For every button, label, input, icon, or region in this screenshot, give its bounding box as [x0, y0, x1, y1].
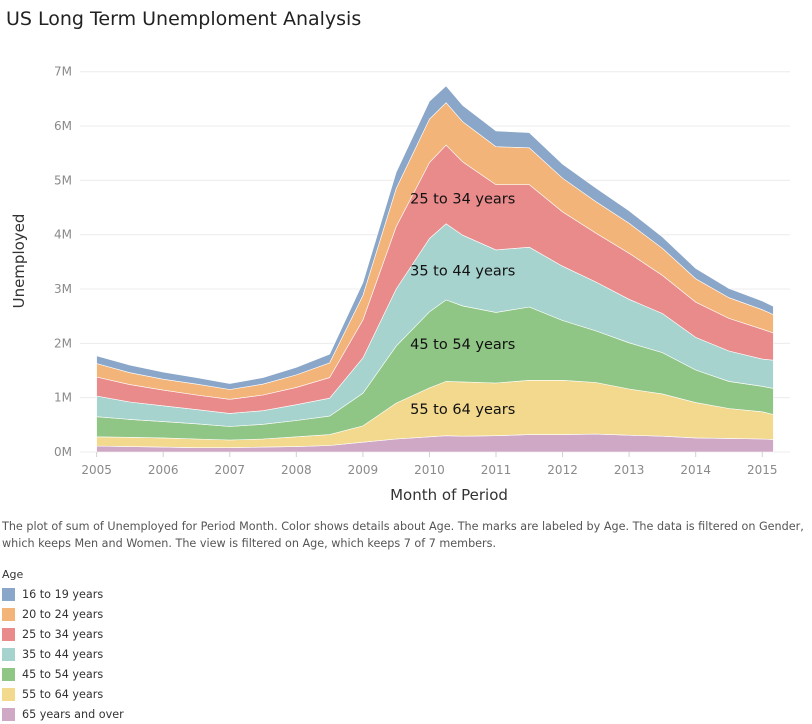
area-label: 25 to 34 years — [410, 192, 515, 208]
x-tick-label: 2012 — [547, 463, 578, 477]
y-axis-ticks: 0M 1M 2M 3M 4M 5M 6M 7M — [54, 65, 72, 459]
x-tick-label: 2014 — [680, 463, 711, 477]
stacked-areas — [96, 85, 774, 453]
x-tick-label: 2013 — [614, 463, 645, 477]
legend-label: 45 to 54 years — [22, 667, 104, 681]
y-tick-label: 0M — [54, 445, 72, 459]
legend-swatch — [2, 687, 15, 701]
y-tick-label: 1M — [54, 391, 72, 405]
x-tick-label: 2008 — [281, 463, 312, 477]
chart-title: US Long Term Unemploment Analysis — [6, 8, 362, 30]
legend-swatch — [2, 627, 15, 641]
x-tick-label: 2006 — [148, 463, 179, 477]
y-axis-title: Unemployed — [10, 214, 28, 309]
x-tick-label: 2007 — [214, 463, 245, 477]
legend-item[interactable]: 20 to 24 years — [2, 604, 124, 624]
y-tick-label: 2M — [54, 336, 72, 350]
legend-label: 55 to 64 years — [22, 687, 104, 701]
area-chart: 25 to 34 years 35 to 44 years 45 to 54 yea… — [10, 65, 790, 504]
y-tick-label: 7M — [54, 65, 72, 79]
legend-swatch — [2, 647, 15, 661]
legend-item[interactable]: 45 to 54 years — [2, 664, 124, 684]
legend-swatch — [2, 587, 15, 601]
color-legend: Age 16 to 19 years 20 to 24 years 25 to 34… — [2, 568, 124, 724]
area-label: 55 to 64 years — [410, 402, 515, 418]
legend-title: Age — [2, 568, 24, 581]
legend-swatch — [2, 707, 15, 721]
y-tick-label: 4M — [54, 228, 72, 242]
legend-item[interactable]: 35 to 44 years — [2, 644, 124, 664]
area-series[interactable] — [96, 85, 774, 390]
x-tick-label: 2010 — [414, 463, 445, 477]
x-tick-label: 2015 — [747, 463, 778, 477]
legend-swatch — [2, 607, 15, 621]
area-label: 35 to 44 years — [410, 264, 515, 280]
y-tick-label: 5M — [54, 173, 72, 187]
area-labels: 25 to 34 years 35 to 44 years 45 to 54 yea… — [410, 192, 515, 419]
legend-item[interactable]: 65 years and over — [2, 704, 124, 724]
legend-label: 25 to 34 years — [22, 627, 104, 641]
legend-label: 20 to 24 years — [22, 607, 104, 621]
legend-items: 16 to 19 years 20 to 24 years 25 to 34 yea… — [2, 584, 124, 724]
chart-caption: The plot of sum of Unemployed for Period… — [2, 520, 804, 550]
x-tick-label: 2009 — [348, 463, 379, 477]
legend-label: 65 years and over — [22, 707, 124, 721]
legend-item[interactable]: 25 to 34 years — [2, 624, 124, 644]
area-label: 45 to 54 years — [410, 337, 515, 353]
y-tick-label: 6M — [54, 119, 72, 133]
legend-item[interactable]: 55 to 64 years — [2, 684, 124, 704]
x-axis-title: Month of Period — [390, 486, 508, 504]
y-tick-label: 3M — [54, 282, 72, 296]
x-tick-label: 2011 — [481, 463, 512, 477]
legend-swatch — [2, 667, 15, 681]
legend-label: 35 to 44 years — [22, 647, 104, 661]
x-tick-label: 2005 — [81, 463, 112, 477]
legend-item[interactable]: 16 to 19 years — [2, 584, 124, 604]
x-axis-ticks: 2005 2006 2007 2008 2009 2010 2011 2012 2013 2014… — [81, 452, 778, 477]
legend-label: 16 to 19 years — [22, 587, 104, 601]
